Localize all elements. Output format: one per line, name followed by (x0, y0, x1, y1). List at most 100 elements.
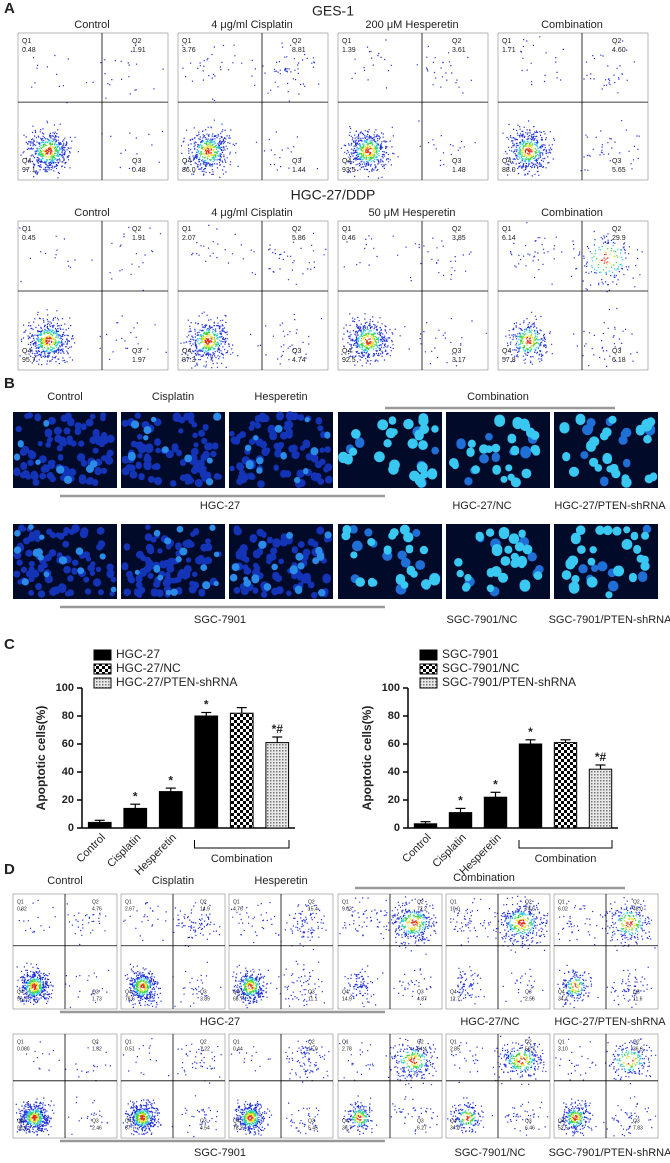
group-label: SGC-7901/NC (447, 614, 518, 626)
quadrant-text: 1.32 (92, 1046, 102, 1052)
quadrant-text: 8.81 (292, 47, 306, 54)
quadrant-text: Q3 (200, 989, 207, 995)
flow-plot-frame (17, 32, 169, 181)
y-tick-label: 80 (62, 710, 74, 722)
nuclei (121, 524, 222, 598)
legend-swatch (93, 649, 112, 661)
legend-label: HGC-27 (116, 647, 160, 661)
nuclei (578, 524, 652, 592)
column-title: Cisplatin (152, 875, 194, 887)
group-label: SGC-7901 (194, 1147, 246, 1159)
quadrant-text: 48.0 (633, 906, 643, 912)
quadrant-text: Q1 (502, 38, 511, 45)
quadrant-text: 34.0 (450, 1125, 460, 1131)
column-title: Hesperetin (254, 391, 307, 403)
quadrant-text: Q1 (450, 1039, 457, 1045)
flow-dots (519, 142, 538, 161)
plot-title: Control (74, 207, 109, 219)
quadrant-text: Q1 (342, 226, 351, 233)
y-axis-label: Apoptotic cells(%) (360, 706, 374, 811)
flow-dots (517, 140, 541, 163)
legend-label: HGC-27/PTEN-shRNA (116, 675, 237, 689)
quadrant-text: 74.6 (525, 906, 535, 912)
nuclei-bright (561, 525, 650, 599)
flow-dots (247, 983, 254, 990)
flow-dots (39, 142, 59, 161)
flow-dots (410, 919, 418, 926)
flow-dots (29, 981, 40, 992)
quadrant-text: 14.9 (342, 996, 352, 1002)
quadrant-text: Q1 (450, 899, 457, 905)
quadrant-text: Q4 (17, 989, 24, 995)
quadrant-text: Q4 (22, 348, 31, 355)
quadrant-text: Q1 (233, 1039, 240, 1045)
flow-dots (28, 979, 41, 994)
quadrant-text: 1.97 (132, 357, 146, 364)
significance-mark: * (493, 777, 498, 791)
legend-swatch (419, 677, 438, 689)
quadrant-text: 1.39 (342, 47, 356, 54)
flow-dots (242, 1109, 259, 1127)
flow-dots (365, 147, 372, 155)
quadrant-text: Q2 (417, 1039, 424, 1045)
row-title: GES-1 (312, 3, 354, 19)
quadrant-text: 6.14 (502, 235, 516, 242)
group-bracket (194, 840, 290, 849)
quadrant-text: Q2 (525, 899, 532, 905)
nuclei-bright (13, 524, 117, 593)
quadrant-text: 96.1 (17, 1125, 27, 1131)
flow-dots (26, 1109, 43, 1127)
quadrant-text: 2.85 (450, 1046, 460, 1052)
group-label: Combination (211, 853, 273, 865)
quadrant-text: 78.6 (125, 996, 135, 1002)
quadrant-text: Q3 (308, 989, 315, 995)
flow-plot-frame (497, 32, 649, 181)
quadrant-text: 6.18 (612, 357, 626, 364)
quadrant-text: 0.45 (22, 235, 36, 242)
quadrant-text: Q4 (558, 1118, 565, 1124)
flow-dots (39, 331, 58, 350)
column-title: Combination (453, 872, 515, 884)
quadrant-text: Q1 (125, 899, 132, 905)
legend-swatch (419, 663, 438, 675)
legend-label: SGC-7901 (442, 647, 499, 661)
quadrant-text: Q1 (342, 38, 351, 45)
quadrant-text: Q1 (22, 226, 31, 233)
nuclei (229, 411, 333, 488)
quadrant-text: Q4 (233, 1118, 240, 1124)
group-label: SGC-7901/NC (455, 1147, 526, 1159)
flow-dots (231, 901, 327, 1009)
group-label: HGC-27/NC (460, 1016, 519, 1028)
column-title: Control (47, 391, 82, 403)
nuclei-bright (244, 417, 331, 484)
bar (194, 715, 219, 829)
nuclei-bright (448, 414, 541, 488)
flow-dots (139, 1114, 146, 1121)
quadrant-text: Q1 (182, 38, 191, 45)
quadrant-text: Q4 (17, 1118, 24, 1124)
quadrant-text: 56.7 (525, 1046, 535, 1052)
flow-dots (339, 1037, 438, 1135)
group-label: SGC-7901/PTEN-shRNA (549, 614, 670, 626)
quadrant-text: 2.56 (525, 996, 535, 1002)
flow-plot-frame (497, 220, 649, 371)
bar (87, 821, 112, 829)
quadrant-text: 57.8 (502, 357, 516, 364)
nuclei-bright (229, 531, 332, 597)
quadrant-text: Q1 (342, 899, 349, 905)
panel-label: C (4, 636, 15, 653)
quadrant-text: 72.2 (417, 906, 427, 912)
quadrant-text: Q1 (125, 1039, 132, 1045)
significance-mark: *# (272, 722, 284, 736)
quadrant-text: 0.82 (17, 906, 27, 912)
quadrant-text: Q2 (633, 899, 640, 905)
quadrant-text: 2.78 (342, 1046, 352, 1052)
y-tick-label: 100 (56, 682, 74, 694)
quadrant-text: Q2 (452, 226, 461, 233)
quadrant-text: 54.4 (417, 1046, 427, 1052)
group-label: HGC-27/PTEN-shRNA (554, 1016, 666, 1028)
quadrant-text: Q3 (612, 348, 621, 355)
quadrant-text: Q1 (558, 1039, 565, 1045)
nuclei-bright (127, 412, 222, 486)
panel-label: A (4, 0, 15, 17)
